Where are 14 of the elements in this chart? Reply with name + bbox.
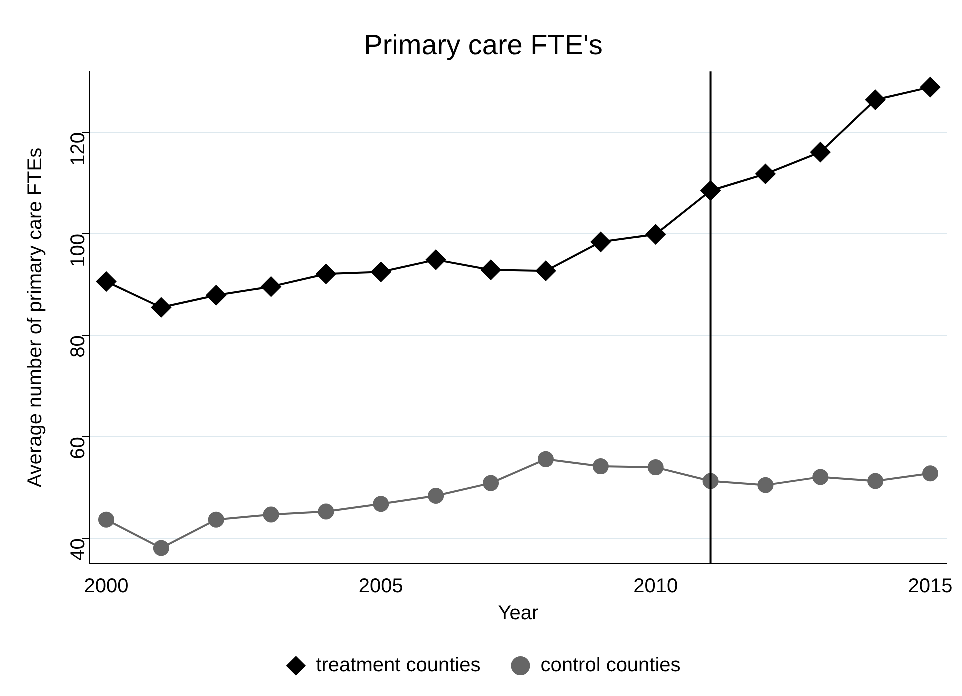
y-tick-label: 60 <box>68 437 90 460</box>
y-tick-label: 40 <box>68 538 90 561</box>
y-axis-title: Average number of primary care FTEs <box>24 148 47 488</box>
chart-title: Primary care FTE's <box>364 30 603 61</box>
legend-label: control counties <box>540 654 681 677</box>
legend-label: treatment counties <box>316 654 481 677</box>
y-tick-label: 120 <box>68 132 90 166</box>
y-tick-label: 80 <box>68 336 90 358</box>
y-tick-label: 100 <box>68 234 90 268</box>
x-tick-label: 2000 <box>84 576 129 598</box>
x-tick-label: 2015 <box>908 576 953 598</box>
x-axis-title: Year <box>498 602 540 625</box>
x-tick-label: 2005 <box>358 576 404 598</box>
x-tick-label: 2010 <box>634 576 678 598</box>
